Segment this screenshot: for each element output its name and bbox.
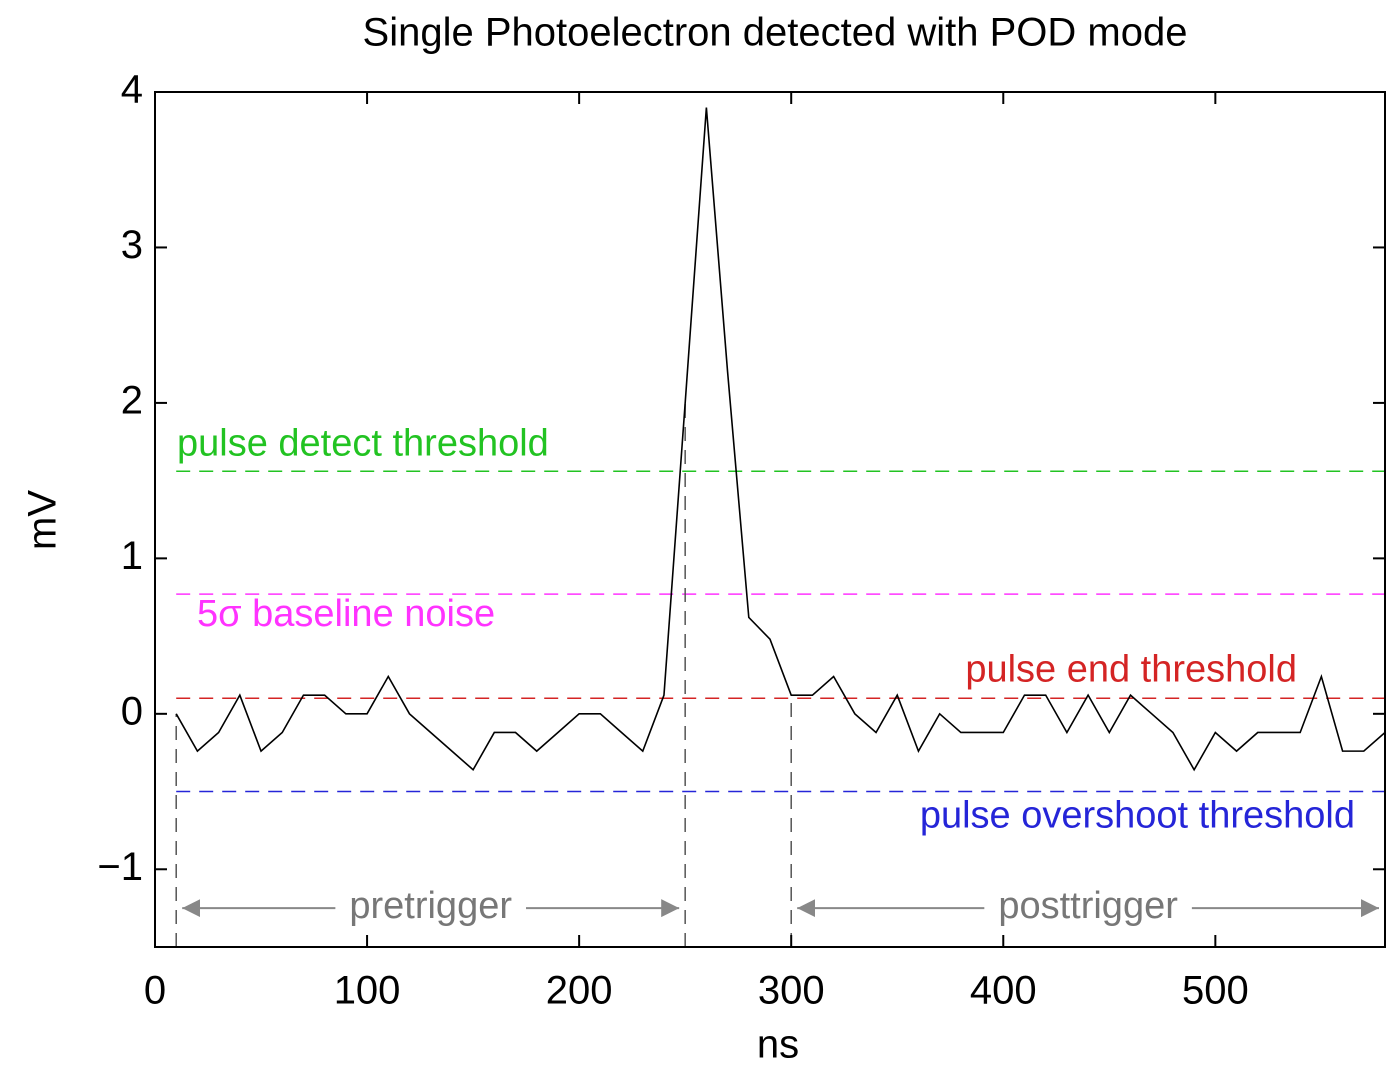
x-tick-label: 0 bbox=[144, 969, 166, 1013]
x-tick-label: 100 bbox=[334, 969, 401, 1013]
y-tick-label: −1 bbox=[97, 845, 143, 889]
region-label: pretrigger bbox=[349, 885, 512, 927]
threshold-label: 5σ baseline noise bbox=[197, 593, 495, 635]
x-tick-label: 300 bbox=[758, 969, 825, 1013]
x-tick-label: 200 bbox=[546, 969, 613, 1013]
threshold-label: pulse detect threshold bbox=[177, 422, 549, 464]
plot-frame bbox=[154, 91, 1386, 948]
data-line bbox=[175, 107, 1386, 772]
y-tick-label: 1 bbox=[121, 534, 143, 578]
x-tick-label: 500 bbox=[1182, 969, 1249, 1013]
chart-title: Single Photoelectron detected with POD m… bbox=[363, 11, 1188, 55]
threshold-label: pulse end threshold bbox=[965, 648, 1297, 690]
y-tick-label: 3 bbox=[121, 223, 143, 267]
y-axis-label: mV bbox=[21, 490, 65, 550]
x-tick-label: 400 bbox=[970, 969, 1037, 1013]
y-tick-label: 0 bbox=[121, 689, 143, 733]
y-tick-label: 4 bbox=[121, 68, 143, 112]
y-tick-label: 2 bbox=[121, 378, 143, 422]
x-axis-label: ns bbox=[757, 1023, 799, 1067]
region-label: posttrigger bbox=[998, 885, 1178, 927]
threshold-label: pulse overshoot threshold bbox=[920, 795, 1355, 837]
